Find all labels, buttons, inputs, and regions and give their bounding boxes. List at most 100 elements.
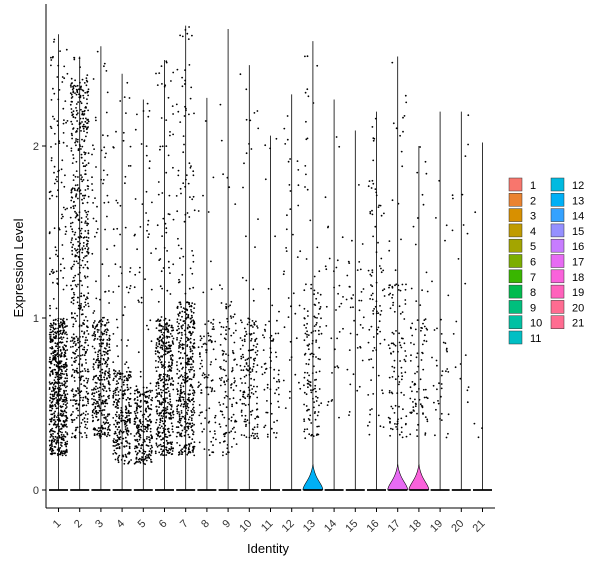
data-point [303, 418, 305, 421]
data-point [84, 247, 87, 250]
data-point [74, 210, 76, 213]
data-point [62, 336, 65, 339]
data-point [164, 345, 167, 347]
data-point [192, 347, 195, 349]
data-point [124, 306, 126, 308]
data-point [250, 413, 253, 416]
data-point [346, 274, 349, 277]
data-point [82, 257, 85, 259]
data-point [52, 355, 55, 357]
data-point [52, 398, 54, 401]
data-point [53, 182, 56, 185]
data-point [287, 160, 290, 163]
data-point [94, 337, 96, 340]
data-point [369, 211, 372, 213]
data-point [59, 414, 61, 416]
data-point [162, 422, 165, 425]
data-point [106, 419, 108, 421]
data-point [156, 84, 159, 86]
data-point [75, 144, 77, 147]
data-point [57, 189, 59, 192]
data-point [82, 323, 84, 325]
data-point [230, 416, 233, 419]
data-point [118, 446, 121, 448]
data-point [276, 419, 278, 422]
data-point [86, 418, 89, 420]
data-point [199, 362, 202, 365]
data-point [225, 360, 228, 363]
data-point [98, 374, 101, 377]
data-point [55, 332, 58, 335]
data-point [210, 260, 212, 263]
data-point [94, 333, 97, 336]
data-point [232, 332, 235, 334]
data-point [248, 436, 251, 439]
data-point [382, 392, 384, 395]
data-point [66, 385, 68, 388]
y-tick-label: 2 [33, 141, 39, 153]
legend-label: 14 [572, 211, 584, 223]
data-point [63, 353, 66, 356]
data-point [94, 351, 97, 354]
data-point [269, 356, 272, 359]
x-tick-label: 1 [51, 518, 64, 531]
data-point [395, 283, 398, 286]
data-point [80, 264, 82, 267]
data-point [307, 408, 309, 411]
data-point [179, 187, 182, 190]
data-point [188, 389, 191, 392]
data-point [146, 102, 149, 105]
data-point [314, 316, 317, 319]
data-point [51, 407, 54, 410]
data-point [99, 427, 101, 429]
data-point [141, 456, 143, 458]
data-point [179, 257, 181, 259]
legend-label: 6 [530, 257, 536, 269]
data-point [186, 376, 189, 379]
data-point [137, 299, 140, 302]
data-point [96, 338, 99, 340]
data-point [51, 194, 54, 197]
data-point [229, 315, 232, 318]
data-point [139, 461, 142, 464]
data-point [81, 364, 83, 367]
data-point [103, 417, 106, 419]
data-point [189, 368, 192, 371]
data-point [263, 426, 266, 429]
data-point [409, 360, 412, 362]
violin-group-1 [48, 34, 69, 491]
data-point [161, 420, 164, 423]
data-point [65, 368, 68, 371]
data-point [382, 269, 385, 272]
data-point [440, 333, 443, 335]
data-point [193, 320, 195, 323]
data-point [109, 389, 111, 392]
data-point [51, 453, 53, 456]
data-point [183, 329, 186, 332]
data-point [203, 335, 205, 338]
data-point [295, 337, 298, 340]
data-point [50, 146, 52, 148]
data-point [70, 301, 73, 304]
data-point [393, 412, 396, 414]
data-point [113, 372, 116, 375]
data-point [71, 265, 74, 268]
data-point [200, 392, 202, 394]
data-point [94, 405, 97, 408]
data-point [59, 382, 61, 384]
data-point [191, 355, 194, 358]
data-point [64, 370, 67, 372]
data-point [256, 110, 259, 112]
data-point [253, 359, 256, 362]
data-point [200, 389, 203, 391]
data-point [117, 461, 120, 464]
data-point [65, 448, 68, 451]
data-point [70, 189, 73, 192]
data-point [256, 408, 259, 411]
data-point [145, 459, 148, 462]
data-point [80, 130, 82, 132]
x-tick-label: 9 [220, 518, 233, 531]
data-point [316, 246, 319, 249]
data-point [431, 356, 433, 359]
data-point [81, 251, 84, 254]
